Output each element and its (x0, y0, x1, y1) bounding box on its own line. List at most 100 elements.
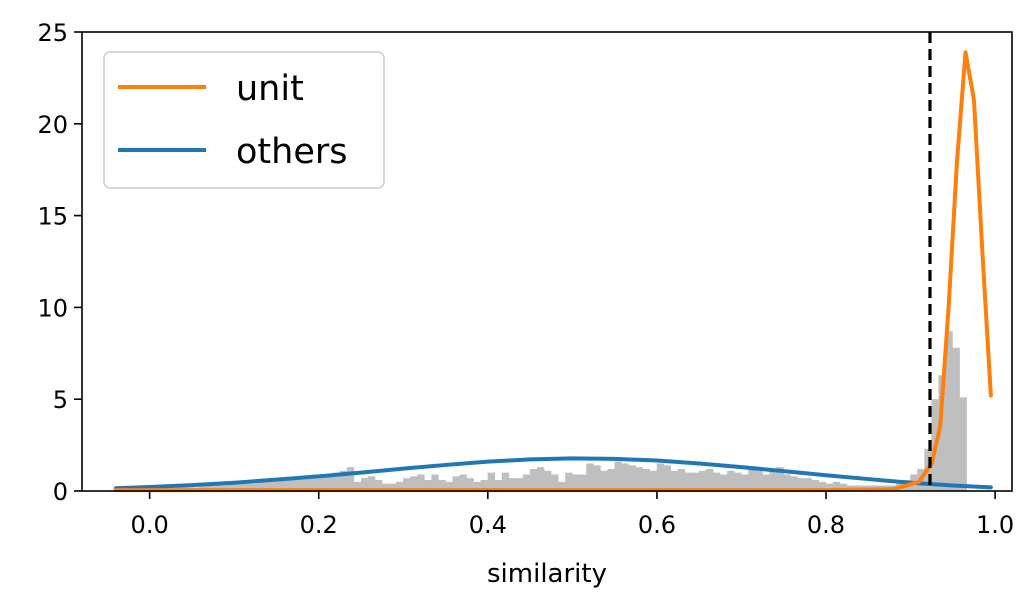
histogram-bar (515, 478, 524, 491)
histogram-bar (677, 468, 686, 491)
histogram-bar (382, 483, 390, 491)
x-tick-label: 0.6 (638, 511, 676, 539)
histogram-bar (825, 483, 834, 491)
histogram-bar (755, 470, 763, 491)
histogram-bar (663, 465, 672, 491)
histogram-bar (776, 467, 784, 491)
histogram-bar (713, 472, 721, 491)
histogram-bar (248, 483, 256, 491)
legend: unit others (103, 51, 385, 189)
histogram-bar (424, 479, 432, 491)
histogram-bar (945, 331, 953, 491)
x-tick-label: 0.8 (807, 511, 845, 539)
y-tick-label: 15 (37, 203, 68, 231)
histogram-bar (508, 478, 517, 491)
histogram-bar (297, 478, 305, 491)
x-tick-label: 0.2 (300, 511, 338, 539)
x-tick-label: 1.0 (976, 511, 1014, 539)
histogram-bar (367, 476, 376, 491)
histogram-bar (783, 474, 791, 491)
histogram-bar (480, 479, 488, 491)
histogram-bar (720, 474, 728, 491)
histogram-bar (790, 476, 798, 491)
histogram-bar (445, 481, 453, 491)
histogram-bar (466, 478, 474, 491)
series-line-unit (113, 50, 993, 493)
histogram-bar (684, 472, 693, 491)
histogram-bar (438, 479, 446, 491)
histogram-bar (656, 463, 665, 491)
histogram-bar (832, 481, 841, 491)
histogram-bar (628, 465, 636, 491)
y-tick-label: 0 (53, 478, 68, 506)
histogram-bar (551, 474, 559, 491)
histogram-bar (403, 478, 411, 491)
histogram-bar (959, 397, 967, 491)
histogram-bar (410, 476, 418, 491)
legend-label-others: others (236, 132, 347, 172)
histogram-bar (487, 472, 496, 491)
histogram-bar (536, 467, 545, 491)
histogram-bar (839, 483, 848, 491)
histogram-bar (558, 481, 566, 491)
histogram-bar (565, 472, 573, 491)
series-lines (113, 50, 993, 493)
histogram-bar (769, 470, 777, 491)
y-tick-label: 25 (37, 19, 68, 47)
series-line-others (113, 456, 993, 491)
x-tick-label: 0.0 (131, 511, 169, 539)
histogram-bar (748, 468, 756, 491)
histogram-bar (431, 474, 439, 491)
histogram-bar (255, 481, 263, 491)
histogram-bar (529, 468, 538, 491)
histogram-bar (459, 474, 467, 491)
histogram-bar (227, 483, 235, 491)
histogram-bar (290, 479, 298, 491)
histogram-bar (234, 483, 242, 491)
histogram-bar (375, 479, 383, 491)
y-axis-ticks: 0 5 10 15 20 25 (37, 19, 82, 506)
plot-frame (81, 31, 1013, 492)
histogram-bar (452, 476, 460, 491)
histogram-bar (332, 472, 341, 491)
histogram-bar (727, 470, 735, 491)
histogram-bar (262, 481, 270, 491)
histogram-bar (318, 474, 326, 491)
histogram-bar (614, 461, 622, 491)
histogram-bar (417, 474, 425, 491)
histogram-bar (572, 474, 580, 491)
histogram-bar (698, 470, 707, 491)
histogram-bar (389, 483, 397, 491)
histogram-bar (691, 472, 700, 491)
x-axis-label: similarity (487, 559, 607, 589)
histogram-bar (804, 478, 812, 491)
histogram-bar (938, 375, 946, 491)
histogram-bar (311, 474, 319, 491)
y-tick-label: 20 (37, 111, 68, 139)
histogram-bar (283, 479, 291, 491)
histogram-bar (642, 468, 650, 491)
histogram-bar (586, 463, 594, 491)
histogram-bar (734, 472, 742, 491)
histogram-bar (269, 481, 277, 491)
histogram-bar (649, 470, 657, 491)
histogram-bar (600, 470, 608, 491)
histogram-bar (797, 478, 805, 491)
histogram-bar (501, 472, 510, 491)
histogram-bar (762, 474, 770, 491)
histogram-bar (346, 467, 355, 491)
histogram-bar (304, 476, 312, 491)
histogram-bar (607, 468, 615, 491)
histogram-bar (360, 478, 369, 491)
histogram-bar (635, 467, 643, 491)
histogram-bar (811, 479, 819, 491)
x-axis-ticks: 0.0 0.2 0.4 0.6 0.8 1.0 (131, 491, 1014, 539)
legend-label-unit: unit (236, 69, 304, 109)
histogram-bar (621, 463, 629, 491)
histogram-bar (339, 470, 348, 491)
histogram-bar (241, 483, 249, 491)
histogram-bar (818, 481, 827, 491)
histogram-bar (353, 481, 362, 491)
histogram-bar (522, 474, 531, 491)
